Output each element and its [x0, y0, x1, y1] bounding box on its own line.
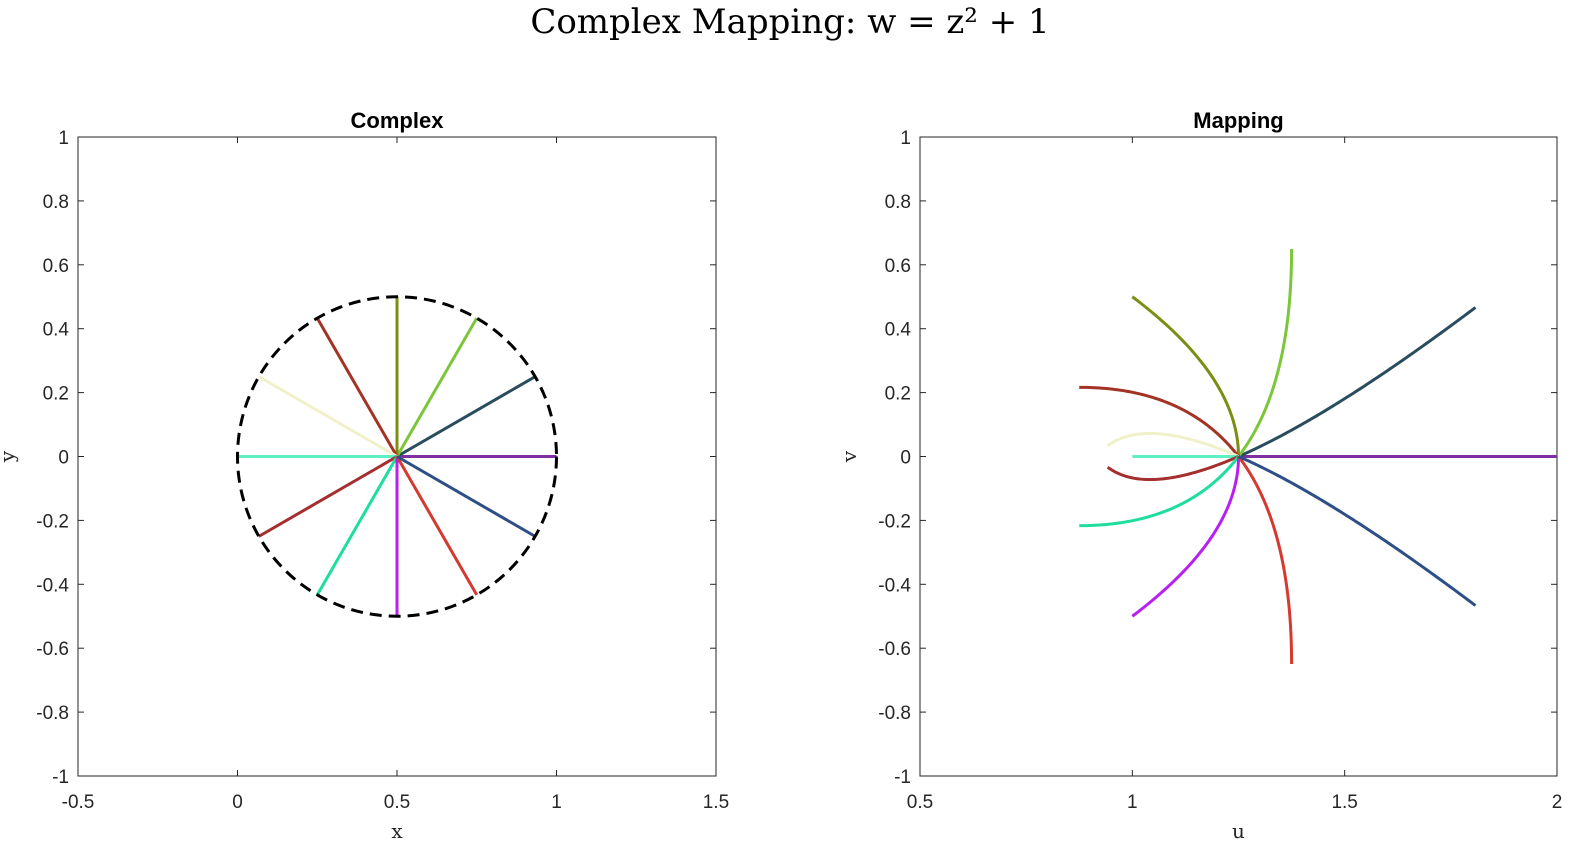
x-tick-label: 0.5	[907, 792, 933, 813]
series-line-2	[1237, 248, 1294, 458]
series-line-1	[1237, 306, 1477, 458]
x-tick-label: 1.5	[1331, 792, 1357, 813]
y-tick-label: 0.4	[43, 320, 70, 341]
y-tick-label: 0.6	[885, 256, 911, 277]
mapping-plane-panel: Mapping 0.5 1 1.5 2 -1 -0.8 -0.6 -0.4 -0.2 0 0.2 0.4…	[837, 108, 1562, 843]
y-tick-label: 0.2	[885, 384, 911, 405]
y-tick-label: -1	[894, 767, 911, 788]
x-tick-label: 0.5	[384, 792, 410, 813]
x-tick-label: 1	[551, 792, 562, 813]
y-tick-label: 1	[900, 128, 911, 149]
y-tick-label: 0.2	[43, 384, 69, 405]
y-tick-label: 0.4	[885, 320, 912, 341]
series-line-8	[315, 455, 399, 596]
y-tick-label: 0.8	[885, 192, 911, 213]
x-tick-label: 0	[232, 792, 243, 813]
y-tick-label: -0.4	[36, 575, 69, 596]
series-line-7	[258, 455, 398, 538]
y-tick-label: -0.6	[878, 639, 911, 660]
y-tick-label: -0.2	[36, 511, 69, 532]
y-tick-label: 0.6	[43, 256, 69, 277]
series-line-7	[1106, 455, 1240, 482]
x-tick-label: 1.5	[703, 792, 729, 813]
x-axis-label: x	[391, 819, 403, 843]
y-tick-label: 0.8	[43, 192, 69, 213]
series-line-5	[1106, 431, 1240, 458]
unit-circle-dashed	[236, 295, 558, 618]
series-line-5	[258, 375, 398, 458]
y-tick-label: -0.2	[878, 511, 911, 532]
plot-area	[236, 295, 558, 618]
x-axis-label: u	[1232, 819, 1245, 843]
x-tick-label: 2	[1552, 792, 1563, 813]
y-tick-label: -1	[52, 767, 69, 788]
series-line-10	[395, 455, 479, 596]
y-tick-label: 0	[58, 448, 69, 469]
y-tick-label: -0.8	[36, 703, 69, 724]
y-tick-label: -0.4	[878, 575, 911, 596]
x-tick-label: -0.5	[62, 792, 95, 813]
plot-area	[1079, 248, 1557, 665]
y-tick-label: -0.6	[36, 639, 69, 660]
y-tick-label: 1	[58, 128, 69, 149]
series-line-11	[396, 455, 536, 538]
x-tick-label: 1	[1127, 792, 1138, 813]
series-line-1	[396, 375, 536, 458]
panel-title: Complex	[351, 108, 445, 133]
series-line-3	[1131, 295, 1240, 457]
series-line-4	[1079, 385, 1240, 458]
series-line-9	[1131, 456, 1240, 618]
complex-plane-panel: Complex -0.5 0 0.5 1 1.5 -1 -0.8 -0.6 -0.4 -0.2 0 0.…	[0, 108, 729, 843]
panel-title: Mapping	[1193, 108, 1283, 133]
figure-title: Complex Mapping: w = z² + 1	[530, 2, 1049, 42]
series-line-10	[1237, 455, 1294, 665]
y-axis-label: v	[837, 450, 861, 463]
series-line-4	[315, 317, 399, 458]
y-tick-label: -0.8	[878, 703, 911, 724]
series-line-8	[1079, 455, 1240, 528]
y-tick-label: 0	[900, 448, 911, 469]
y-axis-label: y	[0, 450, 19, 463]
series-line-11	[1237, 455, 1477, 607]
series-line-2	[395, 317, 479, 458]
